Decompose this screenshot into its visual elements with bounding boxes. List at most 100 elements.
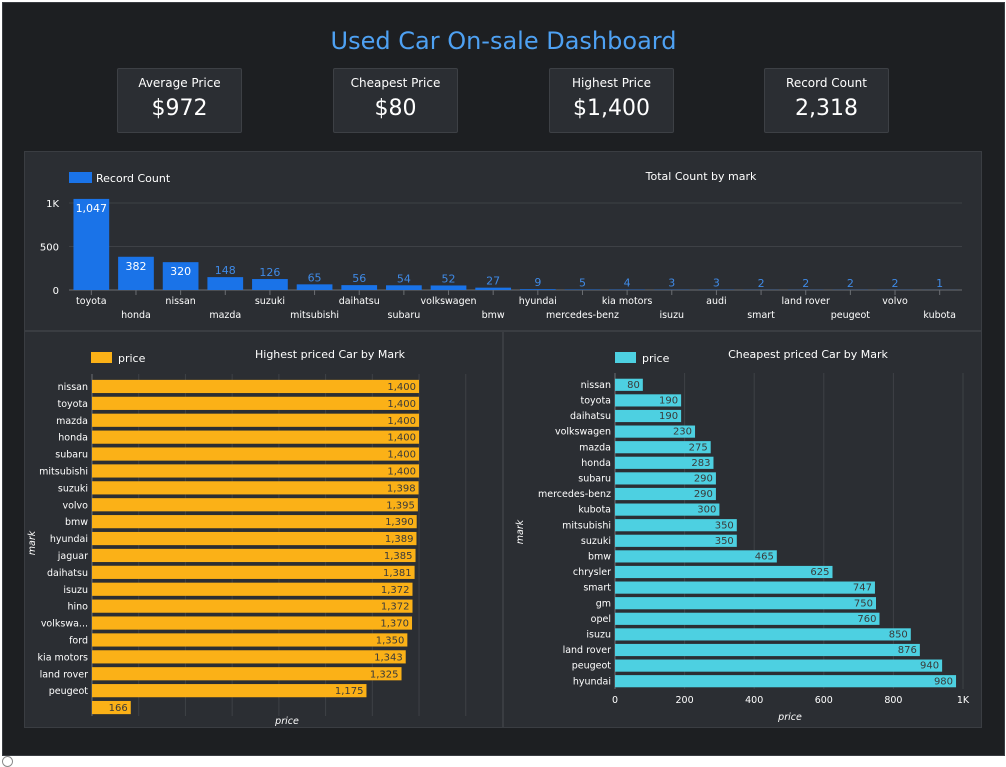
data-label: 320 bbox=[170, 265, 191, 278]
data-label: 1,325 bbox=[370, 669, 399, 680]
data-label: 382 bbox=[125, 260, 146, 273]
bar bbox=[92, 633, 407, 646]
data-label: 1,175 bbox=[335, 686, 364, 697]
kpi-highest-price: Highest Price $1,400 bbox=[549, 68, 674, 133]
data-label: 275 bbox=[689, 442, 708, 453]
chart-title: Highest priced Car by Mark bbox=[255, 348, 406, 361]
y-tick-label: mitsubishi bbox=[562, 520, 611, 531]
data-label: 3 bbox=[713, 277, 720, 290]
y-tick-label: honda bbox=[58, 433, 88, 444]
y-tick-label: toyota bbox=[580, 395, 611, 406]
data-label: 350 bbox=[715, 536, 734, 547]
bar bbox=[297, 284, 333, 290]
chart-title: Total Count by mark bbox=[645, 170, 757, 183]
legend-swatch bbox=[615, 352, 636, 363]
data-label: 290 bbox=[694, 473, 713, 484]
bar bbox=[92, 481, 419, 494]
page-title: Used Car On-sale Dashboard bbox=[3, 27, 1004, 55]
y-axis-title: mark bbox=[515, 519, 526, 544]
data-label: 290 bbox=[694, 489, 713, 500]
x-tick-label: nissan bbox=[165, 296, 195, 307]
y-tick-label: peugeot bbox=[572, 661, 612, 672]
bar bbox=[615, 550, 777, 562]
bar bbox=[92, 498, 418, 511]
data-label: 940 bbox=[920, 661, 939, 672]
bar bbox=[615, 582, 875, 594]
bar bbox=[92, 515, 417, 528]
data-label: 1,395 bbox=[386, 500, 415, 511]
y-tick-label: mercedes-benz bbox=[538, 489, 611, 500]
data-label: 2 bbox=[758, 277, 765, 290]
x-tick-label: 600 bbox=[815, 695, 833, 706]
info-icon[interactable] bbox=[2, 756, 13, 767]
bar bbox=[615, 660, 942, 672]
data-label: 166 bbox=[109, 703, 128, 714]
y-tick-label: gm bbox=[596, 598, 611, 609]
x-tick-label: 800 bbox=[884, 695, 902, 706]
bar bbox=[207, 277, 243, 290]
data-label: 1,398 bbox=[387, 483, 416, 494]
y-tick-label: nissan bbox=[581, 380, 611, 391]
data-label: 27 bbox=[486, 275, 500, 288]
y-tick-label: volkswa... bbox=[41, 619, 88, 630]
x-tick-label: volvo bbox=[882, 296, 908, 307]
y-tick-label: bmw bbox=[65, 517, 88, 528]
data-label: 2 bbox=[802, 277, 809, 290]
x-tick-label: honda bbox=[121, 310, 151, 321]
y-tick-label: smart bbox=[583, 583, 611, 594]
bar bbox=[92, 414, 419, 427]
x-tick-label: 1K bbox=[957, 695, 970, 706]
data-label: 1,370 bbox=[380, 619, 409, 630]
bar bbox=[615, 613, 879, 625]
legend-swatch bbox=[69, 172, 92, 183]
x-tick-label: kia motors bbox=[602, 296, 652, 307]
bar bbox=[615, 675, 956, 687]
x-tick-label: 0 bbox=[612, 695, 618, 706]
y-tick-label: isuzu bbox=[586, 629, 611, 640]
data-label: 1,389 bbox=[385, 534, 414, 545]
data-label: 1,372 bbox=[381, 602, 410, 613]
legend-label: price bbox=[642, 352, 670, 365]
data-label: 1,343 bbox=[374, 652, 403, 663]
y-tick-label: hino bbox=[68, 602, 89, 613]
data-label: 1,400 bbox=[387, 399, 416, 410]
legend-label: price bbox=[118, 352, 146, 365]
bar bbox=[92, 397, 419, 410]
x-axis-title: price bbox=[777, 712, 802, 723]
data-label: 1,390 bbox=[385, 517, 414, 528]
y-tick-label: subaru bbox=[55, 450, 88, 461]
kpi-value: $1,400 bbox=[550, 96, 673, 121]
bar bbox=[92, 464, 419, 477]
bar bbox=[386, 285, 422, 290]
data-label: 350 bbox=[715, 520, 734, 531]
y-tick-label: 1K bbox=[46, 199, 59, 210]
data-label: 283 bbox=[691, 458, 710, 469]
bar bbox=[92, 667, 402, 680]
x-tick-label: volkswagen bbox=[421, 296, 477, 307]
y-tick-label: hyundai bbox=[50, 534, 88, 545]
x-tick-label: bmw bbox=[482, 310, 505, 321]
y-tick-label: land rover bbox=[563, 645, 612, 656]
legend-swatch bbox=[91, 352, 112, 363]
x-tick-label: mercedes-benz bbox=[546, 310, 619, 321]
bar bbox=[92, 566, 415, 579]
data-label: 1,400 bbox=[387, 416, 416, 427]
y-tick-label: jaguar bbox=[57, 551, 88, 562]
x-tick-label: land rover bbox=[782, 296, 831, 307]
data-label: 747 bbox=[853, 583, 872, 594]
data-label: 1,381 bbox=[383, 568, 412, 579]
y-tick-label: suzuki bbox=[581, 536, 611, 547]
chart-title: Cheapest priced Car by Mark bbox=[728, 348, 888, 361]
bar bbox=[475, 288, 511, 290]
x-tick-label: hyundai bbox=[519, 296, 557, 307]
data-label: 876 bbox=[898, 645, 917, 656]
y-tick-label: volvo bbox=[62, 500, 88, 511]
y-tick-label: mitsubishi bbox=[39, 467, 88, 478]
y-tick-label: bmw bbox=[588, 551, 611, 562]
data-label: 3 bbox=[668, 277, 675, 290]
kpi-average-price: Average Price $972 bbox=[117, 68, 242, 133]
data-label: 1,047 bbox=[76, 202, 108, 215]
